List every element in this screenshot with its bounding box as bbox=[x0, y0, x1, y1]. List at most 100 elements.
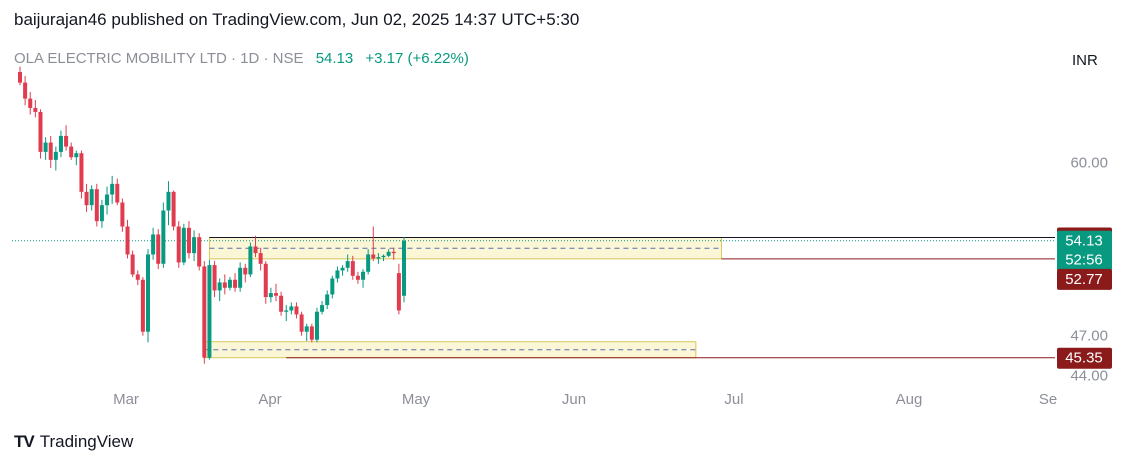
candle-body bbox=[294, 306, 299, 315]
candle-body bbox=[330, 278, 335, 295]
candle-body bbox=[94, 189, 99, 222]
price-label-text: 45.35 bbox=[1065, 350, 1103, 367]
candle-body bbox=[84, 191, 89, 206]
candle-body bbox=[140, 279, 145, 332]
price-label-text: 52:56 bbox=[1065, 252, 1103, 269]
candle-body bbox=[202, 266, 207, 358]
candle-body bbox=[238, 267, 243, 288]
candle-body bbox=[79, 153, 84, 192]
candle-body bbox=[23, 82, 28, 99]
x-tick-label: Apr bbox=[258, 391, 281, 408]
candle-body bbox=[391, 251, 396, 254]
y-tick-label: 60.00 bbox=[1070, 155, 1108, 172]
candle-body bbox=[58, 135, 63, 152]
candle-body bbox=[120, 202, 125, 227]
candle-body bbox=[253, 246, 258, 254]
x-tick-label: Jun bbox=[562, 391, 586, 408]
candle-body bbox=[99, 205, 104, 222]
candle-body bbox=[309, 326, 314, 340]
candle-body bbox=[289, 306, 294, 311]
candle-body bbox=[350, 261, 355, 276]
candle-body bbox=[115, 183, 120, 203]
currency-label[interactable]: INR bbox=[1072, 52, 1098, 69]
symbol-name: OLA ELECTRIC MOBILITY LTD · 1D · NSE bbox=[14, 50, 304, 67]
candle-body bbox=[161, 210, 166, 264]
publish-header: baijurajan46 published on TradingView.co… bbox=[14, 10, 580, 29]
price-change: +3.17 (+6.22%) bbox=[365, 50, 469, 67]
candle-body bbox=[217, 282, 222, 291]
candle-body bbox=[304, 326, 309, 332]
candle-body bbox=[325, 294, 330, 306]
candle-body bbox=[151, 234, 156, 255]
candle-body bbox=[386, 251, 391, 256]
x-tick-label: Jul bbox=[724, 391, 743, 408]
candle-body bbox=[197, 237, 202, 267]
candle-body bbox=[402, 240, 406, 296]
brand[interactable]: TV TradingView bbox=[14, 432, 133, 452]
candle-body bbox=[135, 274, 140, 280]
candle-body bbox=[243, 267, 248, 275]
candle-body bbox=[222, 282, 227, 288]
candle-body bbox=[69, 146, 74, 158]
last-price: 54.13 bbox=[315, 50, 354, 67]
tradingview-logo-icon: TV bbox=[14, 432, 35, 451]
candle-body bbox=[268, 293, 273, 298]
candle-body bbox=[345, 261, 350, 268]
y-tick-label: 44.00 bbox=[1070, 368, 1108, 385]
y-tick-label: 47.00 bbox=[1070, 328, 1108, 345]
x-tick-label: Aug bbox=[896, 391, 923, 408]
price-label-box bbox=[1057, 249, 1112, 271]
candle-body bbox=[43, 142, 48, 152]
candle-body bbox=[53, 151, 58, 160]
price-label-box bbox=[1057, 268, 1112, 290]
price-label-box bbox=[1057, 230, 1112, 252]
candle-body bbox=[263, 263, 268, 298]
candle-body bbox=[207, 265, 212, 358]
candle-body bbox=[376, 257, 381, 259]
candle-body bbox=[192, 237, 197, 254]
candle-body bbox=[166, 191, 171, 211]
candle-body bbox=[371, 254, 376, 259]
candle-body bbox=[314, 311, 319, 340]
candle-body bbox=[125, 226, 130, 255]
candle-body bbox=[156, 234, 161, 264]
candle-body bbox=[48, 142, 53, 160]
candle-body bbox=[89, 189, 94, 206]
price-label-text: 54.13 bbox=[1065, 233, 1103, 250]
candle-body bbox=[274, 293, 278, 296]
candle-body bbox=[335, 270, 340, 279]
symbol-legend: OLA ELECTRIC MOBILITY LTD · 1D · NSE 54.… bbox=[14, 50, 469, 67]
candle-body bbox=[18, 71, 22, 83]
candle-body bbox=[130, 254, 135, 275]
candle-body bbox=[212, 265, 217, 291]
candle-body bbox=[396, 273, 401, 311]
brand-name: TradingView bbox=[39, 432, 134, 451]
candle-body bbox=[186, 227, 191, 254]
candle-body bbox=[146, 254, 150, 332]
candle-body bbox=[181, 227, 186, 263]
candle-body bbox=[233, 279, 238, 288]
candle-body bbox=[74, 153, 79, 158]
price-label-text: 52.77 bbox=[1065, 271, 1103, 288]
candle-body bbox=[299, 314, 304, 332]
candle-body bbox=[38, 111, 43, 152]
candle-body bbox=[355, 275, 360, 280]
candle-body bbox=[33, 107, 38, 112]
candle-body bbox=[28, 98, 33, 108]
price-label-box bbox=[1057, 347, 1112, 369]
candle-body bbox=[64, 135, 69, 147]
x-tick-label: Mar bbox=[113, 391, 139, 408]
candle-body bbox=[381, 255, 386, 258]
candle-body bbox=[105, 194, 110, 206]
candle-body bbox=[279, 295, 284, 312]
candle-body bbox=[284, 310, 289, 312]
candle-body bbox=[171, 191, 176, 227]
candle-body bbox=[320, 305, 325, 312]
candle-body bbox=[340, 267, 345, 271]
x-tick-label: May bbox=[402, 391, 431, 408]
candle-body bbox=[366, 254, 371, 272]
candle-body bbox=[258, 253, 263, 264]
candle-body bbox=[176, 226, 181, 263]
candle-body bbox=[110, 183, 115, 195]
